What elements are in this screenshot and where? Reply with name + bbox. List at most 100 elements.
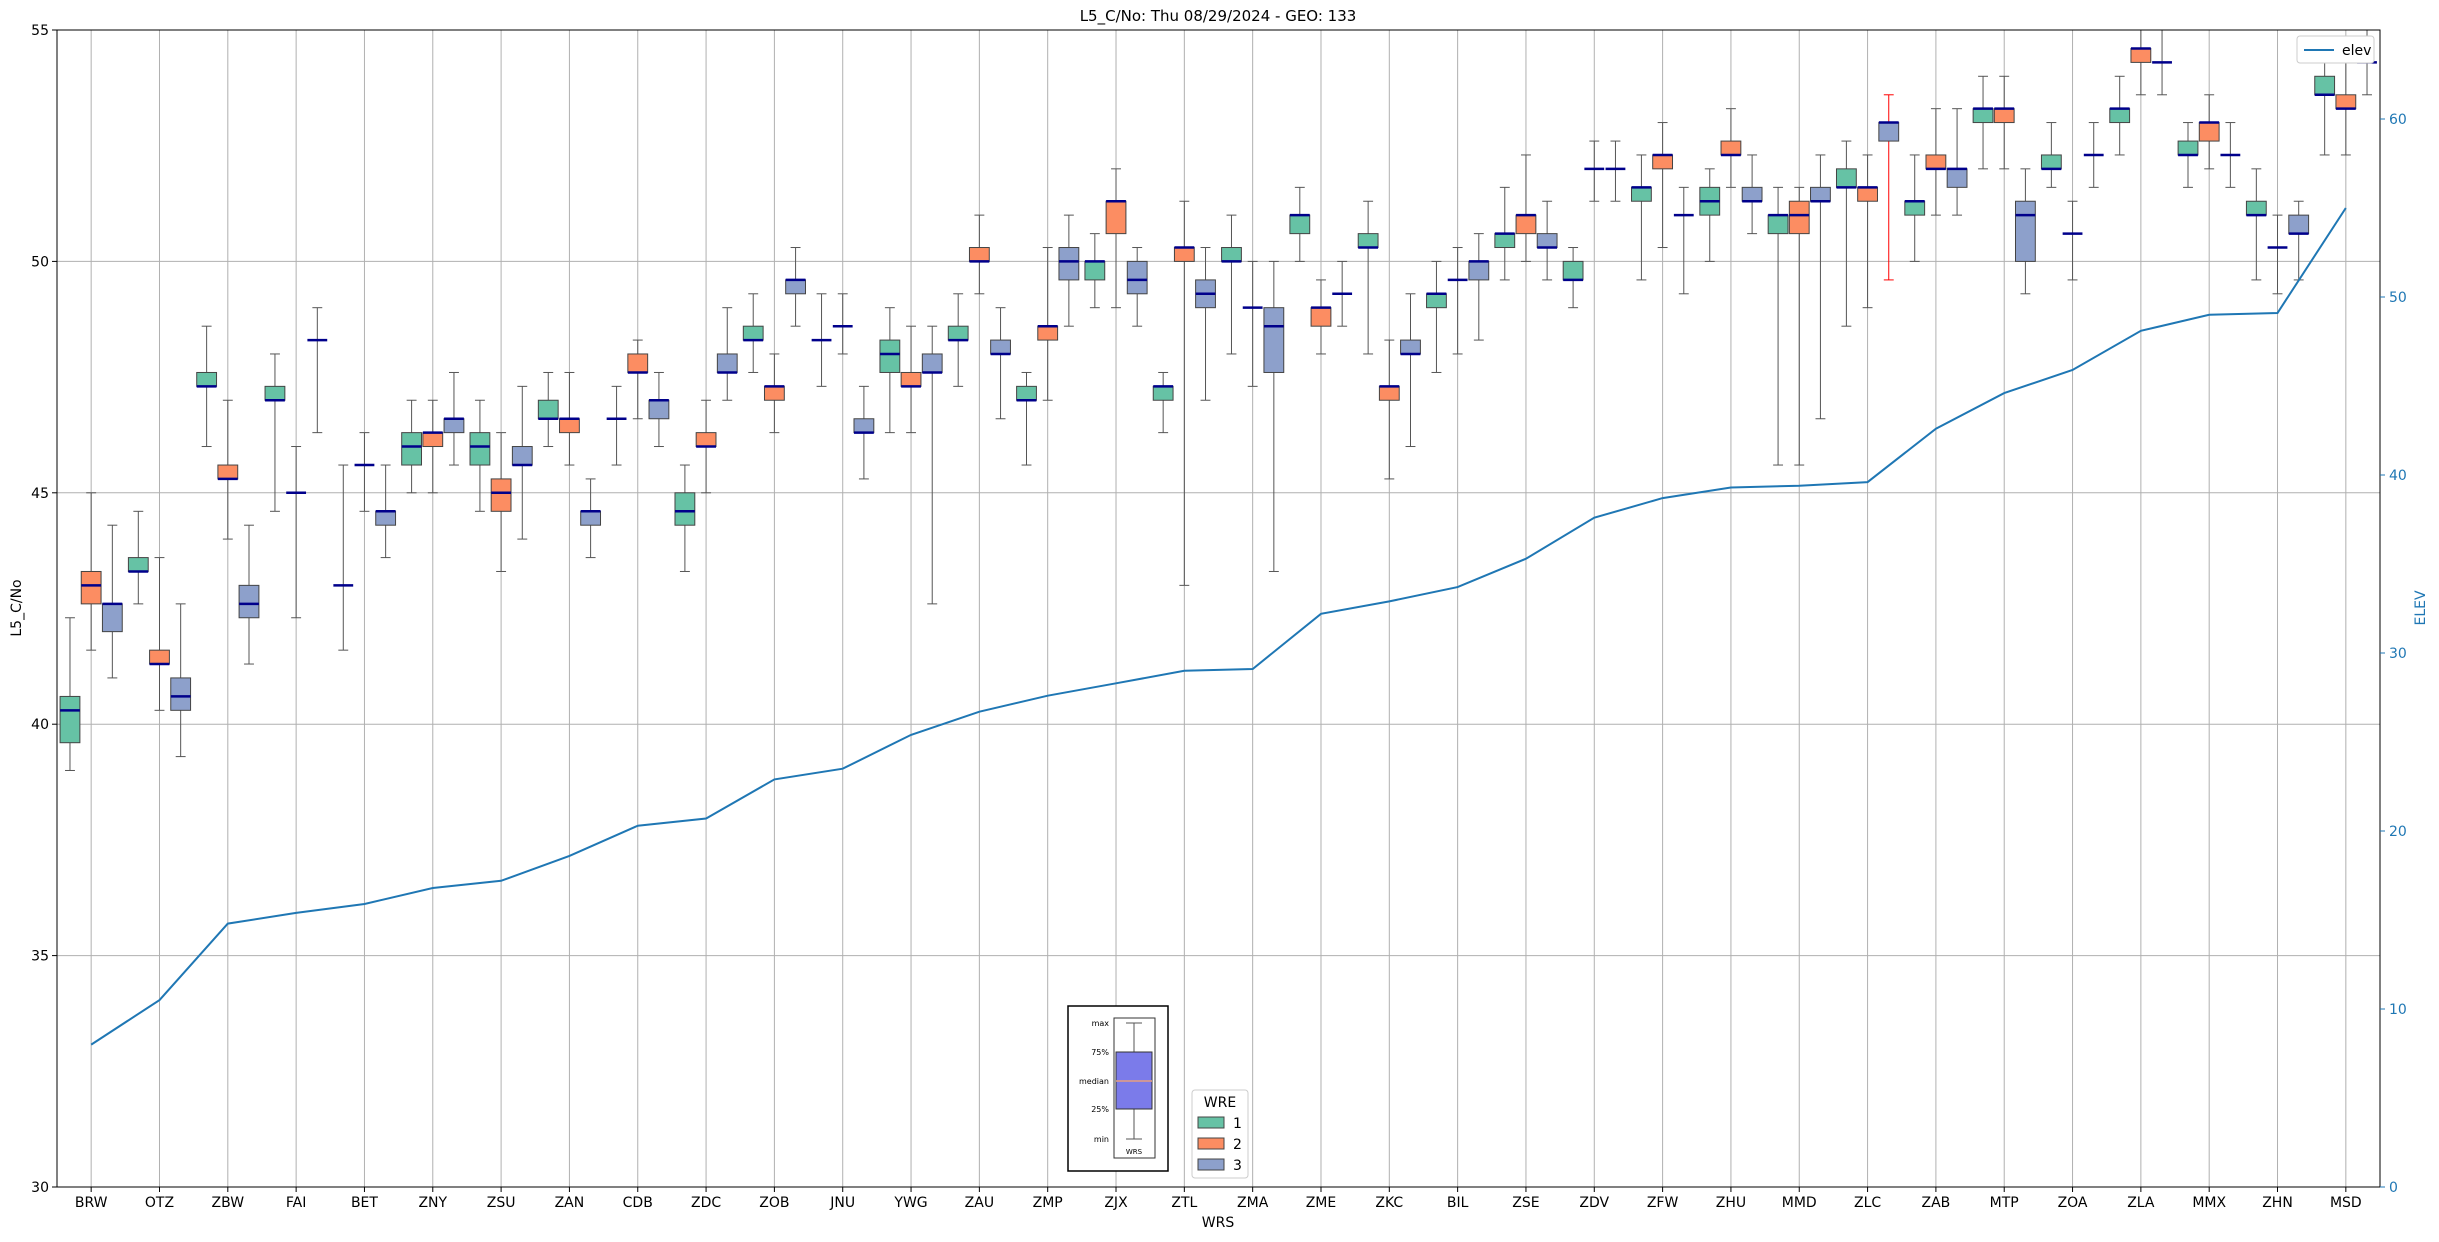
box-iqr-wre1: [2040, 154, 2062, 170]
box-iqr-wre3: [785, 279, 806, 295]
x-tick-label: ZOA: [2058, 1195, 2088, 1211]
box-iqr-wre3: [990, 339, 1011, 355]
y2-tick-label: 20: [2389, 824, 2407, 840]
x-tick-label: JNU: [829, 1195, 855, 1211]
y-tick-label: 30: [31, 1180, 49, 1196]
box-iqr-wre1: [401, 432, 423, 466]
x-tick-label: ZLC: [1854, 1195, 1881, 1211]
box-iqr-wre1: [1426, 293, 1447, 309]
boxplot-layer: [59, 29, 2377, 771]
box-iqr-wre1: [1904, 200, 1926, 216]
box-iqr-wre1: [1494, 233, 1516, 249]
x-tick-label: ZMA: [1237, 1195, 1269, 1211]
box-iqr-wre2: [900, 371, 922, 387]
box-iqr-wre3: [2014, 200, 2036, 262]
grid-layer: [57, 29, 2380, 1188]
box-iqr-wre3: [1741, 186, 1763, 202]
x-tick-label: ZAN: [555, 1195, 585, 1211]
box-iqr-wre2: [490, 478, 512, 512]
box-iqr-wre3: [1126, 260, 1148, 295]
x-tick-label: ZAB: [1922, 1195, 1951, 1211]
box-iqr-wre2: [1652, 154, 1674, 170]
x-tick-label: ZOB: [759, 1195, 789, 1211]
y2-axis-label: ELEV: [2413, 590, 2429, 625]
box-iqr-wre3: [1810, 186, 1831, 202]
box-iqr-wre3: [238, 584, 260, 619]
y-tick-label: 55: [31, 23, 49, 39]
box-iqr-wre1: [127, 557, 149, 572]
box-iqr-wre1: [469, 432, 491, 466]
x-axis-label: WRS: [1202, 1215, 1235, 1231]
box-iqr-wre3: [1058, 247, 1080, 281]
x-tick-label: ZFW: [1647, 1195, 1679, 1211]
box-iqr-wre1: [1357, 233, 1379, 249]
elev-legend-label: elev: [2342, 43, 2371, 59]
box-iqr-wre1: [264, 385, 286, 401]
y2-tick-label: 0: [2389, 1180, 2398, 1196]
box-iqr-wre1: [879, 339, 901, 373]
box-iqr-wre2: [1788, 200, 1810, 235]
chart-title: L5_C/No: Thu 08/29/2024 - GEO: 133: [1080, 7, 1357, 26]
wre-legend-label: 1: [1233, 1116, 1242, 1132]
box-iqr-wre2: [968, 247, 990, 262]
box-iqr-wre3: [511, 446, 533, 466]
y-tick-label: 50: [31, 254, 49, 270]
wre-legend-swatch: [1197, 1137, 1225, 1150]
x-tick-label: MTP: [1990, 1195, 2019, 1211]
x-tick-label: ZHU: [1716, 1195, 1746, 1211]
box-iqr-wre3: [101, 603, 123, 633]
key-stat-label: 25%: [1091, 1105, 1109, 1114]
x-tick-label: MSD: [2330, 1195, 2362, 1211]
box-iqr-wre2: [1173, 247, 1195, 262]
box-iqr-wre3: [1263, 307, 1285, 373]
x-tick-label: CDB: [623, 1195, 653, 1211]
box-iqr-wre1: [1152, 385, 1174, 401]
legend-layer: elev max 75% median 25% min WRS WRE 1 2 3: [1067, 35, 2375, 1179]
box-iqr-wre1: [1084, 260, 1106, 281]
box-iqr-wre2: [1720, 140, 1742, 156]
box-iqr-wre2: [1857, 186, 1878, 202]
box-iqr-wre1: [1221, 247, 1242, 262]
wre-legend-title: WRE: [1204, 1095, 1236, 1111]
box-iqr-wre2: [695, 432, 717, 448]
box-iqr-wre3: [716, 353, 738, 373]
box-iqr-wre1: [742, 325, 764, 341]
box-iqr-wre2: [2130, 48, 2152, 63]
x-tick-label: ZKC: [1375, 1195, 1403, 1211]
box-iqr-wre1: [1631, 186, 1652, 202]
x-tick-label: BET: [351, 1195, 378, 1211]
box-iqr-wre2: [1037, 325, 1059, 341]
y2-tick-label: 10: [2389, 1002, 2407, 1018]
x-tick-label: MMD: [1782, 1195, 1817, 1211]
x-tick-label: ZSE: [1512, 1195, 1539, 1211]
key-stat-label: max: [1092, 1019, 1110, 1028]
box-iqr-wre3: [375, 510, 397, 526]
box-iqr-wre3: [1878, 122, 1900, 142]
box-iqr-wre2: [1105, 200, 1127, 235]
box-iqr-wre1: [2177, 140, 2199, 156]
elev-series-line: [90, 207, 2347, 1046]
x-tick-label: ZNY: [418, 1195, 447, 1211]
box-iqr-wre1: [1835, 168, 1857, 188]
wre-legend-swatch: [1197, 1116, 1225, 1129]
box-iqr-wre1: [537, 399, 559, 420]
box-iqr-wre3: [1468, 260, 1490, 281]
box-iqr-wre1: [196, 371, 218, 387]
x-tick-label: ZSU: [487, 1195, 516, 1211]
x-tick-label: ZBW: [212, 1195, 245, 1211]
box-iqr-wre3: [443, 418, 465, 434]
x-tick-label: ZMP: [1033, 1195, 1063, 1211]
x-tick-label: FAI: [286, 1195, 306, 1211]
key-stat-label: min: [1094, 1135, 1109, 1144]
box-iqr-wre3: [1946, 168, 1968, 188]
box-iqr-wre3: [2288, 214, 2310, 235]
box-iqr-wre2: [217, 464, 239, 480]
elev-line-layer: [90, 207, 2347, 1046]
box-iqr-wre2: [80, 570, 102, 605]
key-stat-label: median: [1079, 1077, 1109, 1086]
box-iqr-wre3: [580, 510, 602, 526]
key-stat-label: 75%: [1091, 1048, 1109, 1057]
box-iqr-wre1: [947, 325, 969, 341]
